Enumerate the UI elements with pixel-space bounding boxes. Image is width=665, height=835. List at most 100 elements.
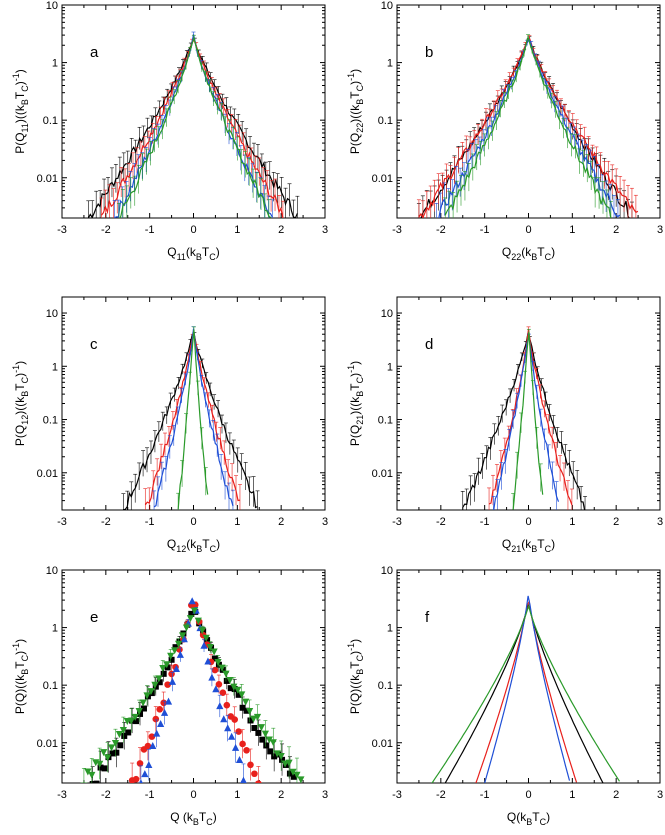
axis-label-part: -1 (11, 365, 21, 373)
x-tick-label: 0 (190, 516, 196, 528)
axis-label-part: C (210, 544, 217, 554)
data-point (151, 681, 159, 689)
axis-label-part: B (531, 544, 537, 554)
x-tick-label: 3 (322, 516, 328, 528)
series-red (487, 326, 574, 510)
axis-label-part: T (537, 537, 545, 551)
series-line (462, 332, 586, 510)
data-point (89, 781, 96, 783)
data-point (210, 648, 218, 656)
y-axis-label: P(Q)((kBTC)-1) (11, 639, 30, 714)
series-black (121, 332, 260, 510)
data-point (188, 610, 195, 617)
data-point (211, 666, 219, 674)
axis-label-part: (k (186, 537, 197, 551)
y-tick-label: 1 (52, 58, 58, 70)
series-blue (152, 326, 235, 510)
data-point (171, 647, 179, 655)
data-point (224, 724, 232, 732)
axis-label-part: C (540, 817, 547, 827)
axis-label-part: P(Q)((k (348, 674, 362, 714)
series-line (493, 336, 560, 510)
data-point (160, 670, 167, 677)
series-black (444, 602, 604, 783)
axis-label-part: ) (13, 81, 27, 85)
axis-label-part: ) (213, 810, 217, 824)
data-point (111, 740, 120, 748)
axis-label-part: 21 (355, 415, 365, 425)
series-line (177, 329, 209, 510)
x-tick-label: -2 (101, 516, 111, 528)
data-point (135, 707, 143, 715)
y-tick-label: 0.01 (372, 738, 393, 750)
series-blue (491, 333, 560, 510)
y-axis-label: P(Q22)((kBTC)-1) (346, 69, 365, 154)
y-tick-label: 0.01 (37, 738, 58, 750)
data-point (223, 677, 230, 684)
data-point (269, 739, 277, 747)
data-point (246, 708, 254, 716)
y-tick-label: 0.01 (372, 173, 393, 185)
axis-label-part: ) (348, 81, 362, 85)
data-point (137, 710, 144, 717)
x-tick-label: -3 (57, 516, 67, 528)
axis-label-part: C (209, 252, 216, 262)
data-point (115, 731, 124, 739)
series-line (87, 38, 298, 218)
axis-label-part: ) (216, 245, 220, 259)
data-point (263, 742, 270, 749)
data-point (243, 707, 250, 714)
y-axis-label: P(Q21)((kBTC)-1) (346, 361, 365, 446)
series-line (484, 595, 571, 783)
x-axis-label: Q22(kBTC) (502, 245, 555, 262)
data-point (290, 773, 297, 780)
series-line (119, 35, 272, 218)
x-tick-label: -1 (480, 789, 490, 801)
axis-label-part: ) (551, 537, 555, 551)
data-point (159, 664, 167, 672)
data-point (153, 729, 161, 737)
x-tick-label: -3 (57, 789, 67, 801)
panel-d: -3 -2 -1 0 1 2 31010.10.01dQ21(kBTC)P(Q21)((kB… (346, 296, 663, 554)
series-line (123, 333, 258, 510)
data-point (231, 686, 238, 693)
axis-label-part: T (532, 810, 540, 824)
series-black (89, 608, 297, 783)
data-point (164, 697, 173, 705)
y-tick-label: 0.01 (37, 468, 58, 480)
axis-label-part: ) (551, 245, 555, 259)
axis-label-part: B (20, 99, 30, 105)
data-point (240, 776, 247, 783)
series-line (444, 602, 604, 783)
data-point (84, 768, 92, 776)
data-point (239, 740, 246, 748)
data-point (113, 749, 120, 756)
x-tick-label: 0 (190, 789, 196, 801)
panel-letter: e (90, 609, 98, 626)
data-point (285, 759, 293, 767)
data-point (155, 675, 163, 683)
x-axis-label: Q11(kBTC) (167, 245, 220, 262)
data-point (257, 724, 266, 732)
series-group (86, 31, 300, 218)
panel-letter: c (90, 336, 98, 353)
data-point (255, 729, 262, 736)
y-tick-label: 10 (46, 565, 58, 577)
data-point (127, 717, 135, 725)
data-point (107, 744, 116, 752)
series-green (176, 326, 209, 510)
y-axis-label: P(Q12)((kBTC)-1) (11, 361, 30, 446)
axis-label-part: C (545, 252, 552, 262)
y-tick-label: 10 (381, 0, 393, 12)
axis-label-part: C (20, 376, 30, 383)
axis-label-part: -1 (11, 643, 21, 651)
series-line (444, 34, 612, 218)
y-tick-label: 0.1 (378, 415, 393, 427)
axis-label-part: B (196, 544, 202, 554)
axis-label-part: T (13, 91, 27, 99)
data-point (211, 655, 218, 662)
x-tick-label: 3 (322, 789, 328, 801)
axis-label-part: 21 (511, 544, 521, 554)
data-point (215, 681, 223, 688)
